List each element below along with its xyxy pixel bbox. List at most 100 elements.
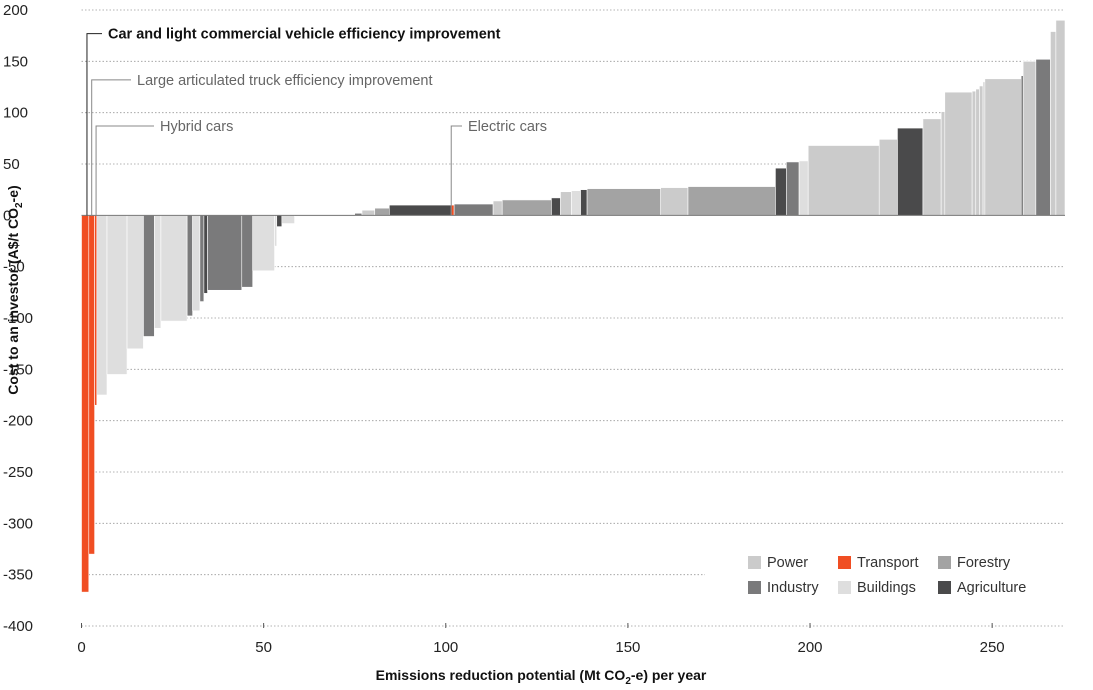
bar-transport (94, 215, 98, 406)
bar-forestry (374, 207, 390, 216)
callouts: Car and light commercial vehicle efficie… (86, 27, 547, 216)
bar-power (944, 91, 973, 216)
x-tick-label: 100 (433, 639, 458, 656)
bar-power (1055, 19, 1066, 216)
x-axis-title-sub: 2 (625, 676, 631, 687)
bar-buildings (252, 215, 275, 272)
bar-power (1022, 61, 1037, 216)
legend-label: Agriculture (957, 580, 1026, 596)
bar-transport (81, 215, 90, 593)
legend-swatch (748, 556, 761, 569)
x-tick-label: 0 (77, 639, 85, 656)
legend-swatch (938, 581, 951, 594)
bar-power (1050, 31, 1057, 216)
bar-industry (241, 215, 254, 288)
bar-industry (207, 215, 243, 291)
y-tick-label: -250 (3, 464, 33, 481)
legend-swatch (748, 581, 761, 594)
y-tick-label: -350 (3, 567, 33, 584)
y-tick-label: -400 (3, 618, 33, 635)
legend-label: Forestry (957, 555, 1011, 571)
legend-label: Transport (857, 555, 919, 571)
bar-industry (186, 215, 193, 317)
y-tick-label: 50 (3, 156, 20, 173)
bar-power (660, 187, 689, 216)
bar-power (971, 90, 977, 216)
bar-forestry (501, 199, 552, 216)
legend-swatch (938, 556, 951, 569)
bar-power (361, 209, 376, 216)
bar-power (807, 145, 880, 216)
legend-mask (705, 548, 1065, 606)
bar-industry (453, 203, 494, 216)
y-tick-label: -300 (3, 515, 33, 532)
bar-power (878, 139, 898, 216)
callout-leader-line (91, 79, 131, 216)
bar-power (979, 85, 984, 216)
bar-industry (199, 215, 205, 302)
legend: Power Transport Forestry Industry Buildings A… (748, 555, 1026, 596)
bar-power (975, 88, 980, 216)
bar-forestry (687, 186, 776, 216)
legend-label: Buildings (857, 580, 916, 596)
bar-buildings (274, 215, 278, 247)
y-tick-label: -50 (3, 259, 25, 276)
callout-leader-line (86, 33, 102, 216)
x-tick-label: 250 (980, 639, 1005, 656)
bar-industry (143, 215, 155, 337)
x-axis-title: Emissions reduction potential (Mt CO2-e)… (376, 667, 707, 687)
y-axis-title-post: -e) (5, 185, 21, 202)
bar-agriculture (897, 127, 924, 216)
bar-buildings (281, 215, 295, 224)
callout-label: Car and light commercial vehicle efficie… (108, 27, 501, 43)
bar-industry (786, 161, 800, 216)
legend-swatch (838, 556, 851, 569)
legend-swatch (838, 581, 851, 594)
x-axis-title-main: Emissions reduction potential (Mt CO (376, 667, 626, 683)
bar-power (984, 78, 1022, 216)
bar-transport (88, 215, 95, 555)
bar-power (922, 118, 942, 216)
callout-leader-line (450, 125, 462, 216)
y-tick-label: 0 (3, 207, 11, 224)
y-axis-title-main: Cost to an investor (A$/t CO (5, 208, 21, 395)
bar-buildings (192, 215, 201, 312)
bar-buildings (126, 215, 144, 350)
callout-label: Large articulated truck efficiency impro… (137, 73, 433, 89)
callout-label: Hybrid cars (160, 119, 233, 135)
bar-buildings (160, 215, 188, 322)
bar-buildings (106, 215, 128, 375)
bar-agriculture (388, 204, 452, 216)
bar-buildings (154, 215, 162, 329)
bar-buildings (571, 190, 581, 216)
bar-agriculture (551, 197, 561, 216)
callout-label: Electric cars (468, 119, 547, 135)
bar-buildings (96, 215, 108, 396)
bar-buildings (798, 160, 809, 216)
bars (81, 19, 1066, 593)
bar-power (492, 200, 503, 216)
grid-lines (81, 9, 1065, 627)
bar-agriculture (276, 215, 283, 227)
bar-power (560, 191, 572, 216)
y-tick-label: 200 (3, 2, 28, 19)
x-axis-ticks: 0 50 100 150 200 250 (77, 623, 1005, 656)
x-tick-label: 50 (255, 639, 272, 656)
y-tick-label: 100 (3, 105, 28, 122)
bar-agriculture (775, 167, 787, 216)
x-tick-label: 200 (798, 639, 823, 656)
y-axis-ticks: 200 150 100 50 0 -50 -100 -150 -200 -250 -300 -350 -… (3, 2, 33, 635)
y-axis-title: Cost to an investor (A$/t CO2-e) (5, 185, 25, 394)
y-tick-label: -200 (3, 413, 33, 430)
legend-label: Power (767, 555, 808, 571)
bar-forestry (586, 188, 661, 216)
bar-agriculture (203, 215, 208, 294)
x-tick-label: 150 (615, 639, 640, 656)
y-tick-label: -150 (3, 361, 33, 378)
y-tick-label: -100 (3, 310, 33, 327)
y-tick-label: 150 (3, 53, 28, 70)
callout-leader-line (95, 125, 154, 216)
x-axis-title-post: -e) per year (631, 667, 707, 683)
bar-agriculture (580, 189, 588, 216)
